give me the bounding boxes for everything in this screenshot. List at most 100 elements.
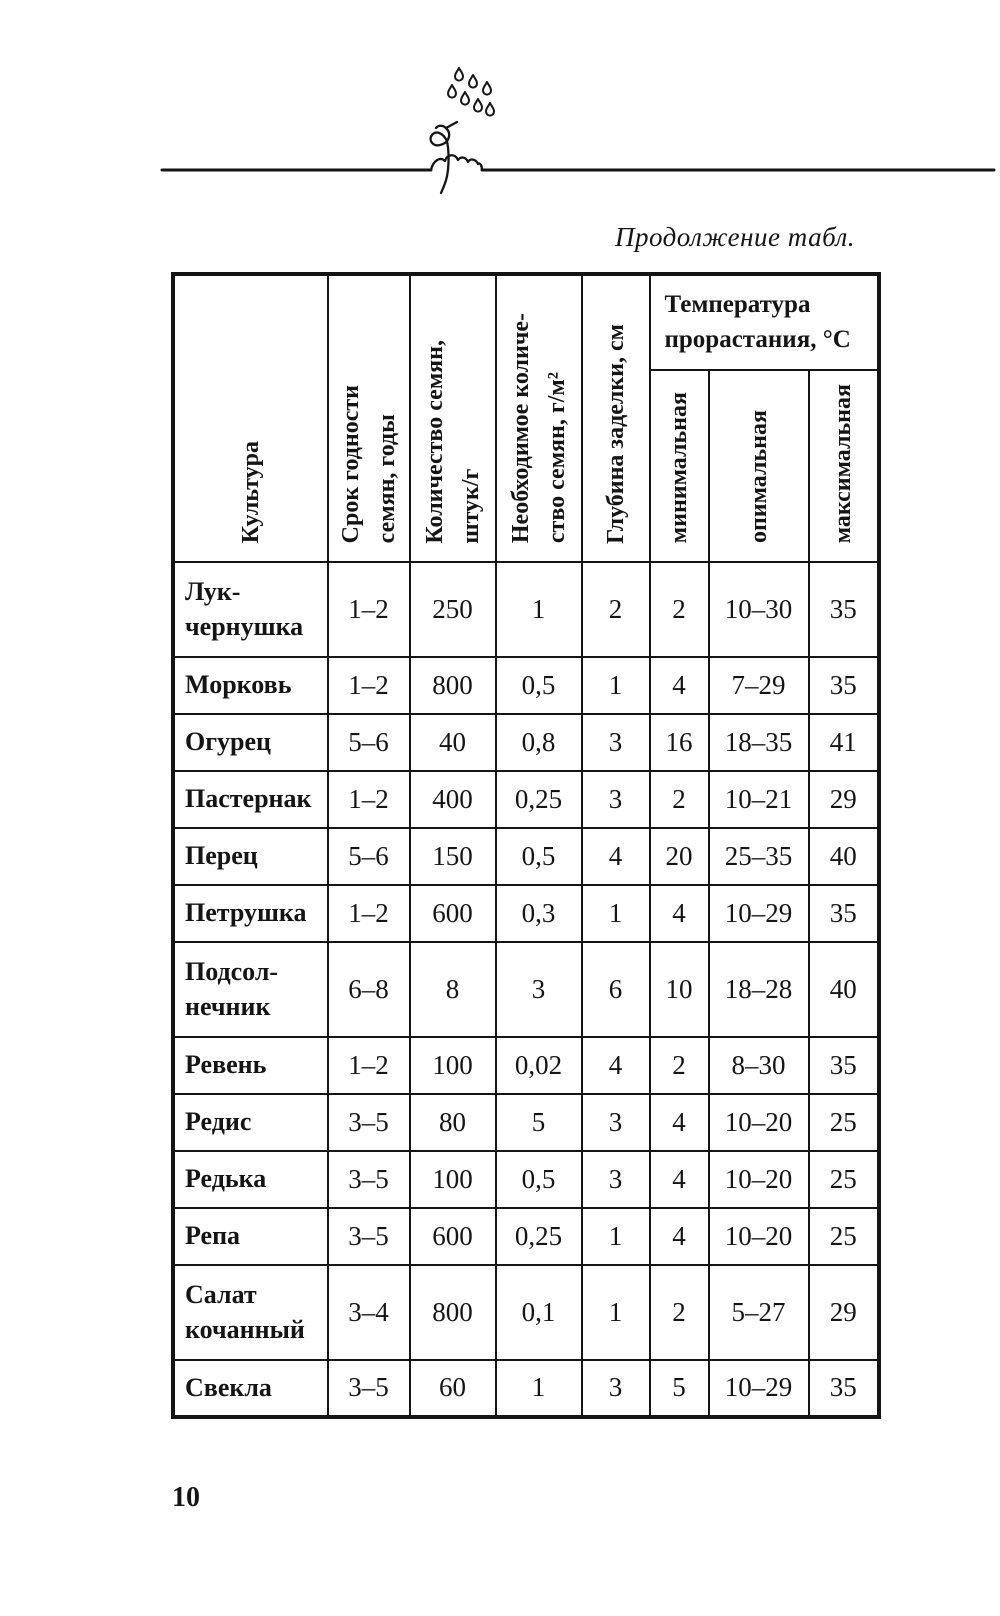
col-header-shelf-life-label: Срок годности семян, годы <box>337 385 400 544</box>
crop-name: Редис <box>172 1092 329 1152</box>
cell-temp-max: 40 <box>807 826 880 886</box>
cell-seed-count: 600 <box>408 883 497 943</box>
seed-sowing-table: Культура Срок годности семян, годы Колич… <box>171 272 881 1419</box>
crop-name: Салат кочанный <box>172 1263 329 1361</box>
cell-temp-max: 40 <box>807 940 880 1038</box>
table-row: Редис 3–5 80 5 3 4 10–20 25 <box>172 1092 880 1152</box>
crop-name: Ревень <box>172 1035 329 1095</box>
cell-temp-opt: 10–20 <box>707 1092 810 1152</box>
col-header-depth: Глубина заделки, см <box>580 273 651 563</box>
cell-temp-opt: 10–20 <box>707 1206 810 1266</box>
col-header-culture-label: Культура <box>237 441 264 544</box>
table-row: Редька 3–5 100 0,5 3 4 10–20 25 <box>172 1149 880 1209</box>
crop-name: Свекла <box>172 1358 329 1418</box>
cell-seed-count: 8 <box>408 940 497 1038</box>
col-header-required-amount-label: Необходимое количе- ство семян, г/м² <box>507 313 570 544</box>
cell-temp-min: 16 <box>648 712 710 772</box>
cell-required-amount: 0,5 <box>494 655 583 715</box>
cell-depth: 4 <box>580 1035 651 1095</box>
table-row: Перец 5–6 150 0,5 4 20 25–35 40 <box>172 826 880 886</box>
cell-shelf-life: 1–2 <box>326 1035 411 1095</box>
cell-depth: 1 <box>580 1206 651 1266</box>
col-header-temp-max: максимальная <box>807 368 880 563</box>
cell-temp-min: 5 <box>648 1358 710 1418</box>
cell-required-amount: 3 <box>494 940 583 1038</box>
cell-temp-opt: 7–29 <box>707 655 810 715</box>
water-drops-icon <box>447 67 495 117</box>
cell-temp-opt: 10–21 <box>707 769 810 829</box>
table-row: Огурец 5–6 40 0,8 3 16 18–35 41 <box>172 712 880 772</box>
cell-seed-count: 40 <box>408 712 497 772</box>
cell-temp-min: 2 <box>648 1263 710 1361</box>
cell-temp-opt: 18–28 <box>707 940 810 1038</box>
col-header-culture: Культура <box>172 273 329 563</box>
cell-temp-opt: 5–27 <box>707 1263 810 1361</box>
cell-required-amount: 0,25 <box>494 1206 583 1266</box>
cell-depth: 4 <box>580 826 651 886</box>
cell-seed-count: 80 <box>408 1092 497 1152</box>
cell-required-amount: 0,8 <box>494 712 583 772</box>
cell-seed-count: 150 <box>408 826 497 886</box>
cell-depth: 3 <box>580 1149 651 1209</box>
cell-temp-min: 4 <box>648 655 710 715</box>
table-row: Пастернак 1–2 400 0,25 3 2 10–21 29 <box>172 769 880 829</box>
cell-temp-min: 10 <box>648 940 710 1038</box>
header-row-sub: минимальная опимальная максимальная <box>174 368 880 563</box>
col-header-shelf-life: Срок годности семян, годы <box>326 273 411 563</box>
cell-temp-min: 20 <box>648 826 710 886</box>
cell-temp-max: 25 <box>807 1149 880 1209</box>
cell-seed-count: 100 <box>408 1149 497 1209</box>
cell-shelf-life: 5–6 <box>326 712 411 772</box>
table-row: Репа 3–5 600 0,25 1 4 10–20 25 <box>172 1206 880 1266</box>
cell-shelf-life: 3–4 <box>326 1263 411 1361</box>
cell-temp-max: 35 <box>807 1035 880 1095</box>
cell-temp-max: 35 <box>807 655 880 715</box>
table-row: Свекла 3–5 60 1 3 5 10–29 35 <box>172 1358 880 1418</box>
cell-temp-min: 2 <box>648 1035 710 1095</box>
table-row: Петрушка 1–2 600 0,3 1 4 10–29 35 <box>172 883 880 943</box>
cell-temp-opt: 8–30 <box>707 1035 810 1095</box>
cell-required-amount: 0,3 <box>494 883 583 943</box>
table-row: Салат кочанный 3–4 800 0,1 1 2 5–27 29 <box>172 1263 880 1361</box>
cell-required-amount: 0,25 <box>494 769 583 829</box>
cell-seed-count: 400 <box>408 769 497 829</box>
col-header-required-amount: Необходимое количе- ство семян, г/м² <box>494 273 583 563</box>
crop-name: Пастернак <box>172 769 329 829</box>
col-header-seed-count: Количество семян, штук/г <box>408 273 497 563</box>
cell-temp-max: 29 <box>807 769 880 829</box>
cell-seed-count: 100 <box>408 1035 497 1095</box>
cell-required-amount: 0,02 <box>494 1035 583 1095</box>
crop-name: Перец <box>172 826 329 886</box>
cell-shelf-life: 1–2 <box>326 560 411 658</box>
cell-depth: 1 <box>580 1263 651 1361</box>
cell-required-amount: 1 <box>494 1358 583 1418</box>
crop-name: Петрушка <box>172 883 329 943</box>
cell-depth: 3 <box>580 769 651 829</box>
col-header-temp-min: минимальная <box>648 368 710 563</box>
cell-depth: 1 <box>580 655 651 715</box>
cell-depth: 2 <box>580 560 651 658</box>
cell-shelf-life: 1–2 <box>326 769 411 829</box>
cell-temp-max: 25 <box>807 1092 880 1152</box>
cell-temp-max: 25 <box>807 1206 880 1266</box>
col-header-temp-min-label: минимальная <box>666 392 692 544</box>
cell-shelf-life: 3–5 <box>326 1206 411 1266</box>
cell-temp-max: 35 <box>807 1358 880 1418</box>
cell-required-amount: 0,5 <box>494 826 583 886</box>
cell-shelf-life: 5–6 <box>326 826 411 886</box>
cell-shelf-life: 3–5 <box>326 1149 411 1209</box>
cell-required-amount: 5 <box>494 1092 583 1152</box>
cell-depth: 6 <box>580 940 651 1038</box>
cell-temp-max: 29 <box>807 1263 880 1361</box>
cell-depth: 3 <box>580 1092 651 1152</box>
cell-seed-count: 600 <box>408 1206 497 1266</box>
cell-temp-min: 4 <box>648 1206 710 1266</box>
cell-required-amount: 1 <box>494 560 583 658</box>
cell-required-amount: 0,1 <box>494 1263 583 1361</box>
cell-seed-count: 800 <box>408 1263 497 1361</box>
cell-shelf-life: 1–2 <box>326 655 411 715</box>
cell-depth: 1 <box>580 883 651 943</box>
cell-seed-count: 60 <box>408 1358 497 1418</box>
crop-name: Лук- чернушка <box>172 560 329 658</box>
